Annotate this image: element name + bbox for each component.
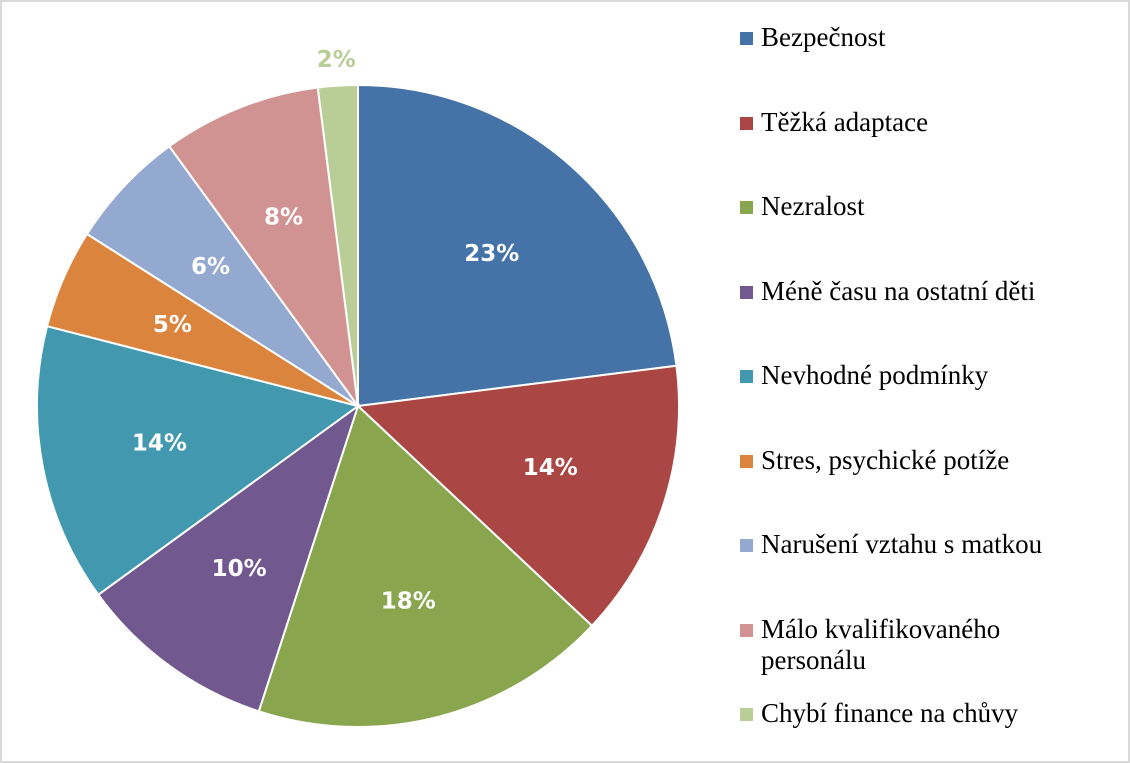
legend-label: Nevhodné podmínky: [761, 360, 989, 390]
pie-slice: [167, 86, 359, 407]
legend-item: Méně času na ostatní děti: [740, 276, 1100, 307]
legend-swatch: [740, 454, 753, 468]
legend-item: Málo kvalifikovaného personálu: [740, 614, 1100, 676]
legend-item: Nezralost: [740, 191, 1100, 222]
legend-item: Chybí finance na chůvy: [740, 698, 1100, 729]
legend-item: Nevhodné podmínky: [740, 360, 1100, 391]
pie-slice: [355, 364, 680, 628]
legend-label: Málo kvalifikovaného personálu: [761, 613, 1001, 675]
data-label: 14%: [523, 455, 578, 481]
data-label: 18%: [381, 588, 436, 614]
legend-label: Těžká adaptace: [761, 106, 929, 137]
legend-item: Stres, psychické potíže: [740, 445, 1100, 476]
legend-swatch: [740, 623, 753, 637]
data-label: 23%: [464, 241, 519, 267]
pie-slice: [257, 404, 594, 728]
pie-slice: [36, 324, 361, 597]
pie-slice: [85, 144, 359, 407]
legend-label: Narušení vztahu s matkou: [761, 529, 1043, 559]
legend-label: Bezpečnost: [761, 22, 886, 52]
legend-swatch: [740, 539, 753, 552]
legend-label: Stres, psychické potíže: [761, 444, 1010, 475]
legend-label: Méně času na ostatní děti: [761, 275, 1036, 306]
data-label: 5%: [153, 312, 192, 338]
legend-swatch: [740, 370, 753, 383]
data-label: 6%: [191, 254, 230, 280]
pie-slice: [357, 83, 678, 408]
pie-slice: [316, 83, 359, 407]
legend-item: Narušení vztahu s matkou: [740, 529, 1100, 560]
legend-swatch: [740, 201, 753, 214]
legend-item: Těžká adaptace: [740, 107, 1100, 138]
legend-label: Nezralost: [761, 191, 865, 221]
legend-swatch: [740, 708, 753, 721]
legend-swatch: [740, 116, 753, 130]
data-label: 14%: [132, 430, 187, 456]
data-label: 2%: [317, 47, 356, 73]
legend-swatch: [740, 285, 753, 299]
data-label: 10%: [212, 556, 267, 582]
legend-swatch: [740, 32, 753, 45]
pie-slice: [96, 403, 360, 713]
legend-label: Chybí finance na chůvy: [761, 698, 1019, 728]
legend-item: Bezpečnost: [740, 22, 1100, 53]
data-label: 8%: [264, 204, 303, 230]
